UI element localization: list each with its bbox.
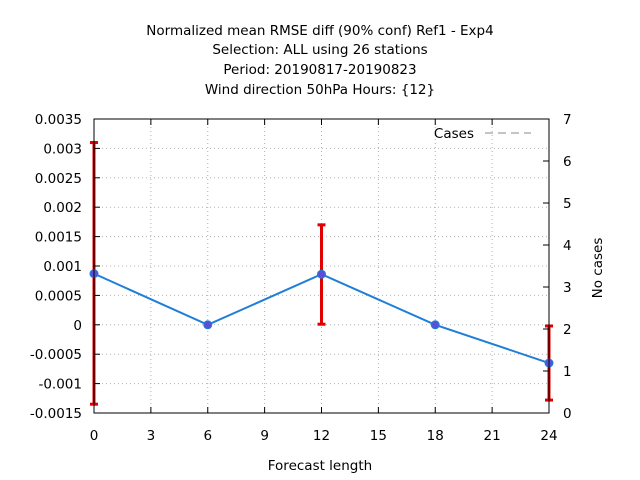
y2-tick-label: 7 xyxy=(563,112,572,128)
y-tick-label: 0.0035 xyxy=(35,112,82,128)
data-point xyxy=(430,320,440,330)
data-point xyxy=(317,269,326,279)
grid xyxy=(94,119,549,413)
y-axis-left: 0.0035 0.003 0.0025 0.002 0.0015 0.001 0.0005 0… xyxy=(30,112,100,422)
y2-tick-label: 0 xyxy=(563,406,572,422)
title-line-1: Normalized mean RMSE diff (90% conf) Ref… xyxy=(146,23,493,39)
y-tick-label: 0.001 xyxy=(43,259,82,275)
x-tick-label: 15 xyxy=(370,428,387,444)
y2-tick-label: 2 xyxy=(563,322,572,338)
title-line-3: Period: 20190817-20190823 xyxy=(223,62,416,78)
x-tick-label: 18 xyxy=(427,428,444,444)
y-tick-label: 0.0005 xyxy=(35,288,82,304)
x-tick-label: 9 xyxy=(260,428,269,444)
y2-tick-label: 1 xyxy=(563,364,572,380)
chart-title: Normalized mean RMSE diff (90% conf) Ref… xyxy=(146,23,493,98)
y-tick-label: 0.0015 xyxy=(35,230,82,246)
legend-label-cases: Cases xyxy=(434,126,474,142)
legend: Cases xyxy=(434,126,531,142)
y-tick-label: -0.0015 xyxy=(30,406,82,422)
y-tick-label: 0 xyxy=(73,318,82,334)
y2-tick-label: 6 xyxy=(563,154,572,170)
y2-tick-label: 4 xyxy=(563,238,572,254)
title-line-4: Wind direction 50hPa Hours: {12} xyxy=(205,82,435,98)
y2-tick-label: 5 xyxy=(563,196,572,212)
x-tick-label: 0 xyxy=(90,428,99,444)
y-axis-right: 7 6 5 4 3 2 1 0 xyxy=(543,112,572,422)
x-axis-label: Forecast length xyxy=(268,458,372,474)
y-tick-label: 0.003 xyxy=(43,141,82,157)
data-point xyxy=(203,320,213,330)
x-tick-label: 24 xyxy=(540,428,557,444)
y-tick-label: -0.0005 xyxy=(30,347,82,363)
y-tick-label: 0.0025 xyxy=(35,171,82,187)
x-tick-label: 6 xyxy=(203,428,212,444)
x-tick-label: 3 xyxy=(147,428,156,444)
title-line-2: Selection: ALL using 26 stations xyxy=(212,42,427,58)
x-axis: 0 3 6 9 12 15 18 21 24 xyxy=(90,119,558,444)
x-tick-label: 21 xyxy=(484,428,501,444)
y2-tick-label: 3 xyxy=(563,280,572,296)
y-tick-label: 0.002 xyxy=(43,200,82,216)
y2-axis-label: No cases xyxy=(590,238,606,299)
y-tick-label: -0.001 xyxy=(38,377,82,393)
x-tick-label: 12 xyxy=(313,428,330,444)
